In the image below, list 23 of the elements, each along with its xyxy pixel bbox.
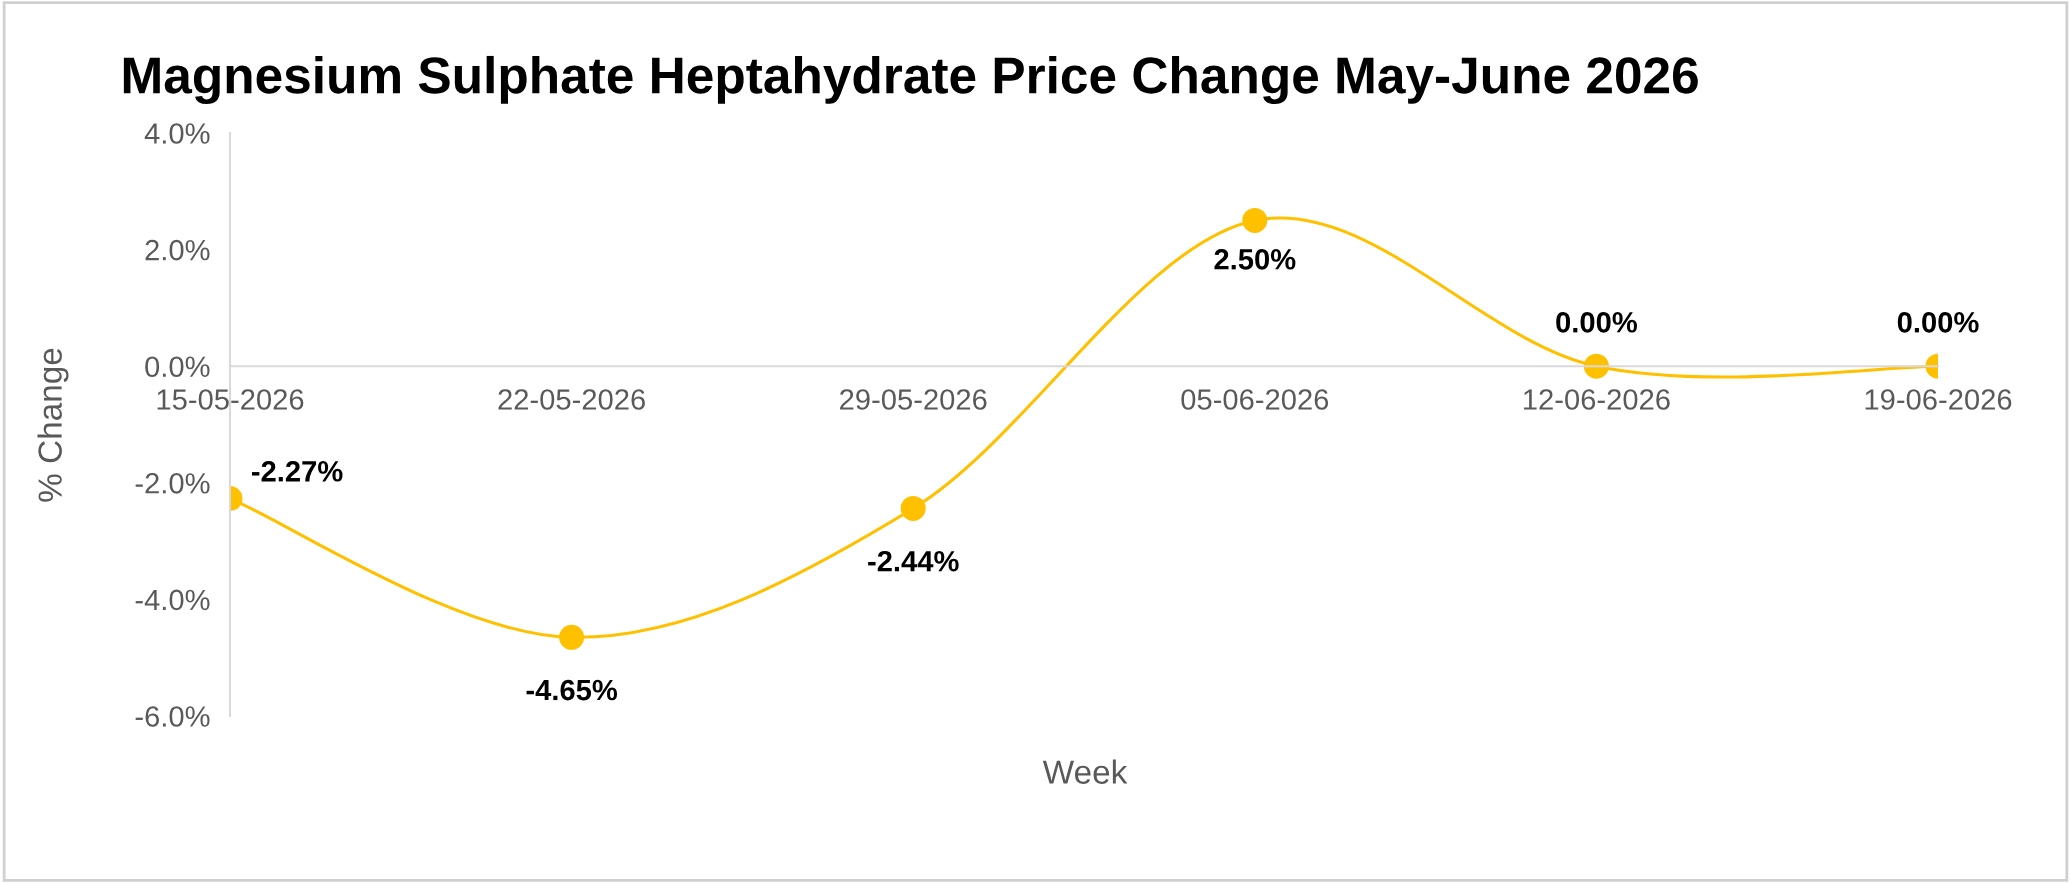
y-axis-title: % Change (37, 348, 69, 502)
chart-title: Magnesium Sulphate Heptahydrate Price Change May-June 2026 (123, 55, 1698, 105)
y-tick-label: -2.0% (135, 473, 210, 494)
x-axis-title: Week (1042, 759, 1128, 784)
data-label: 2.50% (1214, 249, 1296, 270)
y-tick-label: 0.0% (145, 356, 210, 378)
y-tick-label: -6.0% (135, 706, 210, 727)
data-label: 0.00% (1897, 312, 1979, 333)
y-tick-label: 2.0% (145, 239, 210, 261)
data-label: -2.27% (251, 461, 343, 482)
data-label: -2.44% (868, 550, 959, 572)
data-label: -4.65% (526, 679, 618, 701)
data-label: 0.00% (1556, 312, 1637, 333)
x-tick-label: 29-05-2026 (840, 389, 987, 410)
point (900, 495, 926, 521)
point (1242, 207, 1268, 233)
x-tick-label: 05-06-2026 (1181, 389, 1329, 410)
x-tick-label: 19-06-2026 (1865, 389, 2012, 410)
x-tick-label: 15-05-2026 (157, 389, 304, 410)
x-tick-label: 12-06-2026 (1524, 389, 1670, 410)
y-tick-label: 4.0% (144, 123, 210, 144)
y-tick-label: -4.0% (135, 589, 210, 611)
x-tick-label: 22-05-2026 (498, 389, 645, 410)
